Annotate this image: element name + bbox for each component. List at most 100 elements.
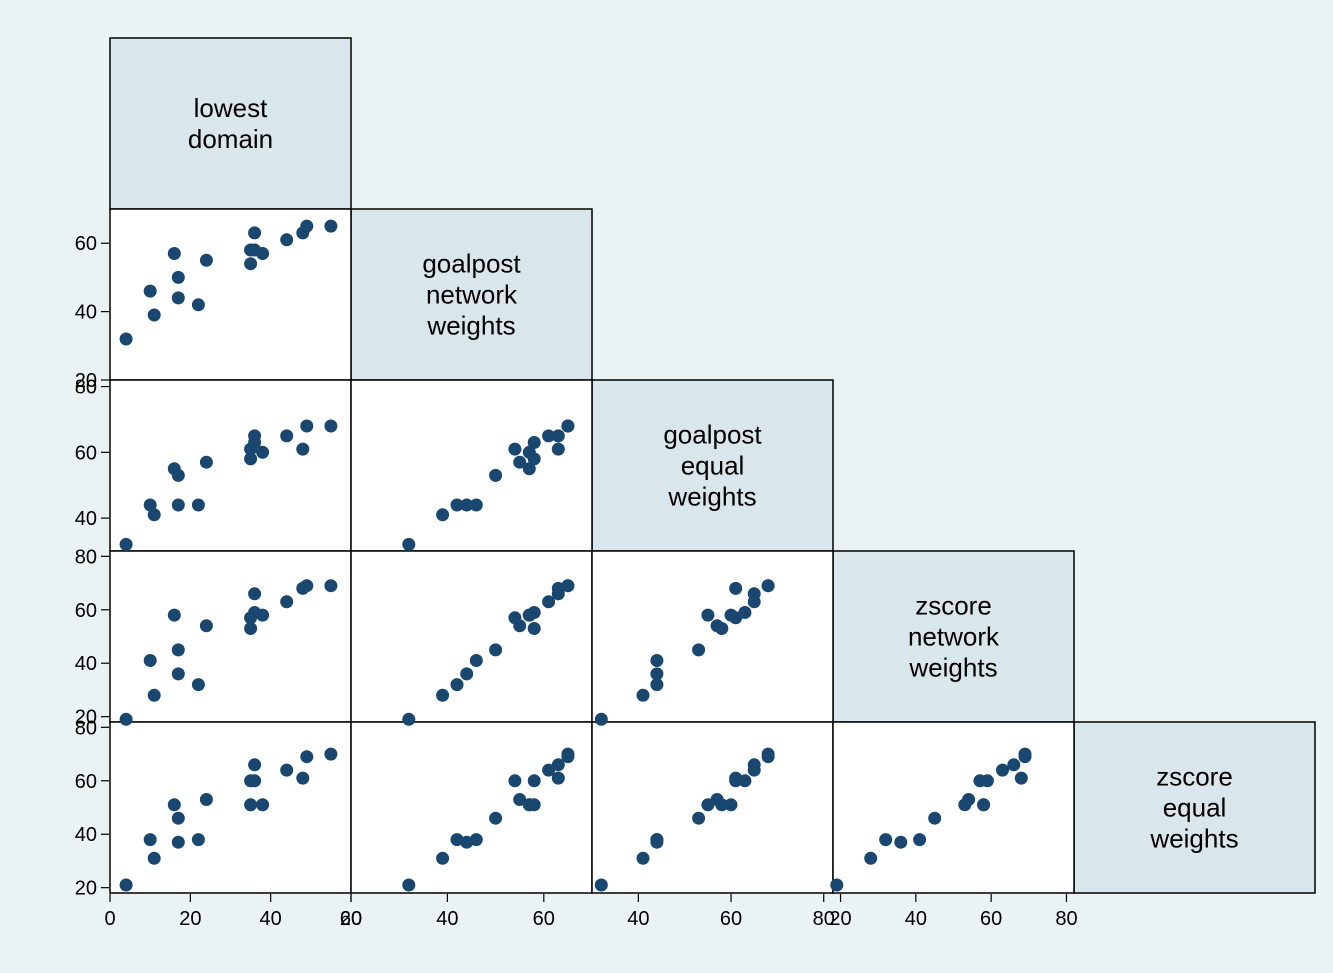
data-point	[513, 793, 527, 806]
data-point	[280, 233, 294, 247]
data-point	[402, 712, 416, 726]
data-point	[199, 793, 213, 806]
y-tick-label: 40	[75, 653, 97, 675]
data-point	[460, 667, 474, 681]
data-point	[143, 833, 157, 847]
data-point	[119, 332, 133, 346]
data-point	[729, 581, 743, 595]
data-point	[300, 579, 314, 593]
data-point	[636, 688, 650, 702]
data-point	[147, 508, 161, 522]
data-point	[167, 798, 181, 812]
data-point	[450, 678, 464, 692]
x-tick-label: 60	[533, 908, 555, 930]
y-tick-label: 20	[75, 370, 97, 392]
variable-label: equal	[681, 451, 745, 481]
variable-label: goalpost	[663, 420, 762, 450]
data-point	[402, 537, 416, 551]
data-point	[300, 750, 314, 764]
data-point	[489, 643, 503, 657]
y-tick-label: 40	[75, 824, 97, 846]
data-point	[977, 798, 991, 812]
data-point	[692, 643, 706, 657]
data-point	[513, 455, 527, 469]
data-point	[143, 498, 157, 512]
data-point	[300, 419, 314, 433]
data-point	[692, 811, 706, 825]
scatter-cell	[350, 550, 593, 723]
data-point	[300, 219, 314, 233]
scatter-cell	[832, 721, 1075, 894]
data-point	[436, 508, 450, 522]
data-point	[527, 774, 541, 788]
y-tick-label: 80	[75, 377, 97, 399]
data-point	[402, 878, 416, 892]
data-point	[191, 498, 205, 512]
x-tick-label: 60	[340, 908, 362, 930]
data-point	[244, 622, 258, 635]
data-point	[143, 654, 157, 667]
data-point	[508, 611, 522, 625]
data-point	[747, 763, 761, 777]
data-point	[324, 579, 338, 593]
data-point	[296, 442, 310, 456]
data-point	[551, 429, 565, 443]
x-tick-label: 40	[260, 908, 282, 930]
data-point	[894, 835, 908, 849]
data-point	[508, 442, 522, 456]
data-point	[256, 445, 270, 459]
data-point	[171, 468, 185, 482]
data-point	[522, 462, 536, 476]
data-point	[636, 851, 650, 865]
data-point	[527, 622, 541, 635]
data-point	[244, 798, 258, 812]
data-point	[199, 253, 213, 267]
data-point	[542, 429, 556, 443]
y-tick-label: 60	[75, 600, 97, 622]
variable-label: weights	[426, 311, 515, 341]
data-point	[650, 678, 664, 692]
data-point	[244, 452, 258, 466]
y-tick-label: 80	[75, 546, 97, 568]
data-point	[1014, 771, 1028, 785]
data-point	[761, 579, 775, 593]
data-point	[729, 771, 743, 785]
data-point	[119, 537, 133, 551]
data-point	[913, 833, 927, 847]
data-point	[280, 595, 294, 609]
data-point	[171, 498, 185, 512]
diagonal-cell	[109, 37, 352, 210]
data-point	[171, 270, 185, 284]
data-point	[551, 771, 565, 785]
data-point	[191, 833, 205, 847]
x-tick-label: 80	[1055, 908, 1077, 930]
x-tick-label: 40	[905, 908, 927, 930]
data-point	[450, 833, 464, 847]
data-point	[436, 688, 450, 702]
scatter-cell	[350, 721, 593, 894]
data-point	[280, 763, 294, 777]
data-point	[167, 247, 181, 260]
data-point	[1018, 747, 1032, 761]
scatter-cell	[109, 721, 352, 894]
data-point	[280, 429, 294, 443]
variable-label: network	[426, 280, 518, 310]
x-tick-label: 20	[829, 908, 851, 930]
scatter-cell	[350, 379, 593, 552]
data-point	[864, 851, 878, 865]
data-point	[650, 667, 664, 681]
data-point	[324, 419, 338, 433]
data-point	[171, 835, 185, 849]
x-tick-label: 40	[436, 908, 458, 930]
data-point	[147, 688, 161, 702]
data-point	[996, 763, 1009, 777]
data-point	[1007, 758, 1021, 772]
data-point	[830, 878, 844, 892]
data-point	[256, 798, 270, 812]
data-point	[724, 608, 738, 622]
data-point	[747, 595, 761, 609]
scatter-cell	[109, 379, 352, 552]
data-point	[147, 308, 161, 322]
